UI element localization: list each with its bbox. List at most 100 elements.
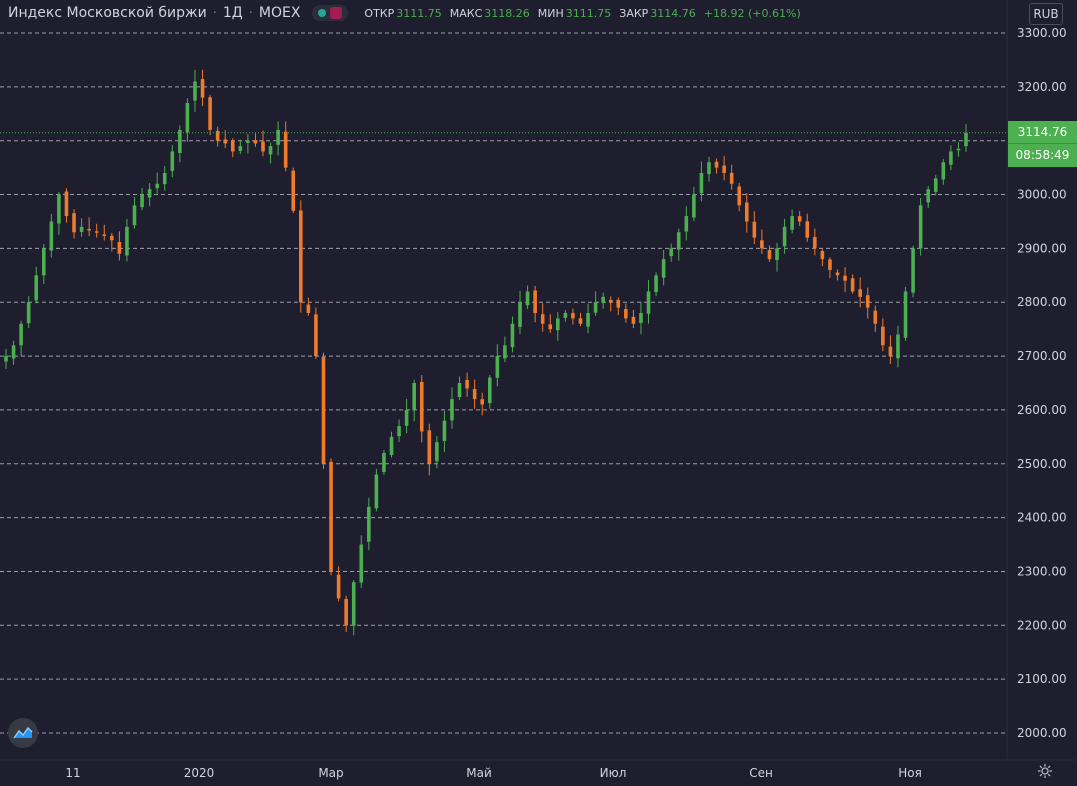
- candle: [246, 134, 250, 154]
- ohlc-values: ОТКР 3111.75 МАКС 3118.26 МИН 3111.75 ЗА…: [364, 7, 806, 20]
- candle: [117, 231, 122, 261]
- price-tick-label: 3000.00: [1017, 188, 1067, 202]
- price-tick-label: 2700.00: [1017, 349, 1067, 363]
- candle: [737, 182, 742, 212]
- candle: [480, 392, 485, 416]
- candle: [729, 164, 734, 190]
- candle: [525, 285, 530, 310]
- candle: [450, 387, 454, 429]
- candle: [760, 229, 764, 254]
- candle: [624, 303, 628, 323]
- candle: [359, 535, 364, 588]
- candle: [797, 211, 802, 226]
- candle: [782, 218, 787, 254]
- candle: [669, 243, 673, 262]
- candle: [34, 266, 39, 304]
- last-price-badge: 3114.76 08:58:49: [1008, 121, 1077, 167]
- candle: [321, 352, 326, 469]
- price-tick-label: 2900.00: [1017, 241, 1067, 255]
- currency-button[interactable]: RUB: [1029, 3, 1063, 25]
- candle: [813, 228, 817, 256]
- time-tick-label: Мар: [318, 766, 343, 780]
- high-label: МАКС: [449, 6, 483, 20]
- price-tick-label: 2400.00: [1017, 511, 1067, 525]
- candle: [299, 200, 303, 313]
- candle: [714, 158, 719, 174]
- candle: [382, 450, 386, 475]
- candle: [888, 335, 893, 365]
- candle: [110, 232, 114, 252]
- candle: [593, 291, 598, 316]
- time-tick-label: Ноя: [898, 766, 922, 780]
- candle: [858, 277, 862, 308]
- open-label: ОТКР: [364, 6, 395, 20]
- price-tick-label: 2100.00: [1017, 672, 1067, 686]
- candle: [556, 312, 560, 341]
- candle: [19, 320, 23, 356]
- candle: [707, 156, 711, 182]
- candle: [956, 142, 961, 157]
- candle: [608, 296, 613, 312]
- interval-label[interactable]: 1Д: [222, 5, 243, 21]
- separator-dot: ·: [212, 5, 217, 21]
- candle: [102, 224, 107, 241]
- price-tick-label: 3300.00: [1017, 26, 1067, 40]
- candle: [873, 305, 878, 332]
- candle: [752, 211, 757, 245]
- candle: [933, 174, 938, 196]
- price-tick-label: 2300.00: [1017, 564, 1067, 578]
- candle: [699, 161, 704, 202]
- candle: [563, 310, 568, 322]
- candle: [744, 193, 749, 233]
- candle: [646, 280, 651, 324]
- price-tick-label: 2200.00: [1017, 618, 1067, 632]
- candle: [132, 196, 137, 229]
- candle: [820, 248, 825, 267]
- candle: [578, 312, 583, 327]
- candle: [616, 297, 621, 315]
- candle: [261, 130, 265, 157]
- candle: [26, 296, 31, 329]
- candle: [291, 167, 296, 214]
- candle: [540, 303, 545, 332]
- high-value: 3118.26: [484, 6, 530, 20]
- candle: [230, 138, 235, 158]
- time-axis[interactable]: 11 2020 Мар Май Июл Сен Ноя: [0, 759, 1077, 780]
- exchange-label: MOEX: [258, 5, 301, 21]
- time-tick-label: 2020: [184, 766, 215, 780]
- gear-icon[interactable]: [1036, 762, 1054, 780]
- candle: [283, 121, 288, 172]
- candle: [843, 267, 847, 293]
- candle: [140, 188, 144, 211]
- tradingview-logo-icon[interactable]: [8, 718, 38, 748]
- candle: [4, 349, 8, 370]
- price-axis[interactable]: 3300.003200.003100.003000.002900.002800.…: [1006, 0, 1067, 760]
- market-status-pill[interactable]: [312, 5, 349, 21]
- candle: [510, 316, 515, 353]
- candle: [412, 379, 416, 422]
- candle: [586, 303, 590, 334]
- candle: [374, 468, 379, 512]
- close-value: 3114.76: [650, 6, 696, 20]
- candle: [828, 257, 832, 279]
- candle: [57, 191, 61, 235]
- candle: [314, 307, 318, 359]
- low-label: МИН: [537, 6, 564, 20]
- candle: [329, 458, 333, 576]
- candle: [684, 206, 689, 241]
- candle: [185, 98, 190, 142]
- time-tick-label: Июл: [600, 766, 627, 780]
- candle: [344, 595, 348, 633]
- candle: [170, 144, 175, 178]
- symbol-title[interactable]: Индекс Московской биржи: [8, 5, 207, 21]
- candle: [548, 314, 553, 334]
- candle: [533, 286, 537, 323]
- candle: [487, 374, 492, 409]
- candle: [11, 340, 16, 366]
- candle: [253, 133, 258, 147]
- candle: [41, 243, 46, 284]
- candle: [435, 436, 439, 469]
- candle: [276, 121, 280, 156]
- candle: [911, 245, 915, 298]
